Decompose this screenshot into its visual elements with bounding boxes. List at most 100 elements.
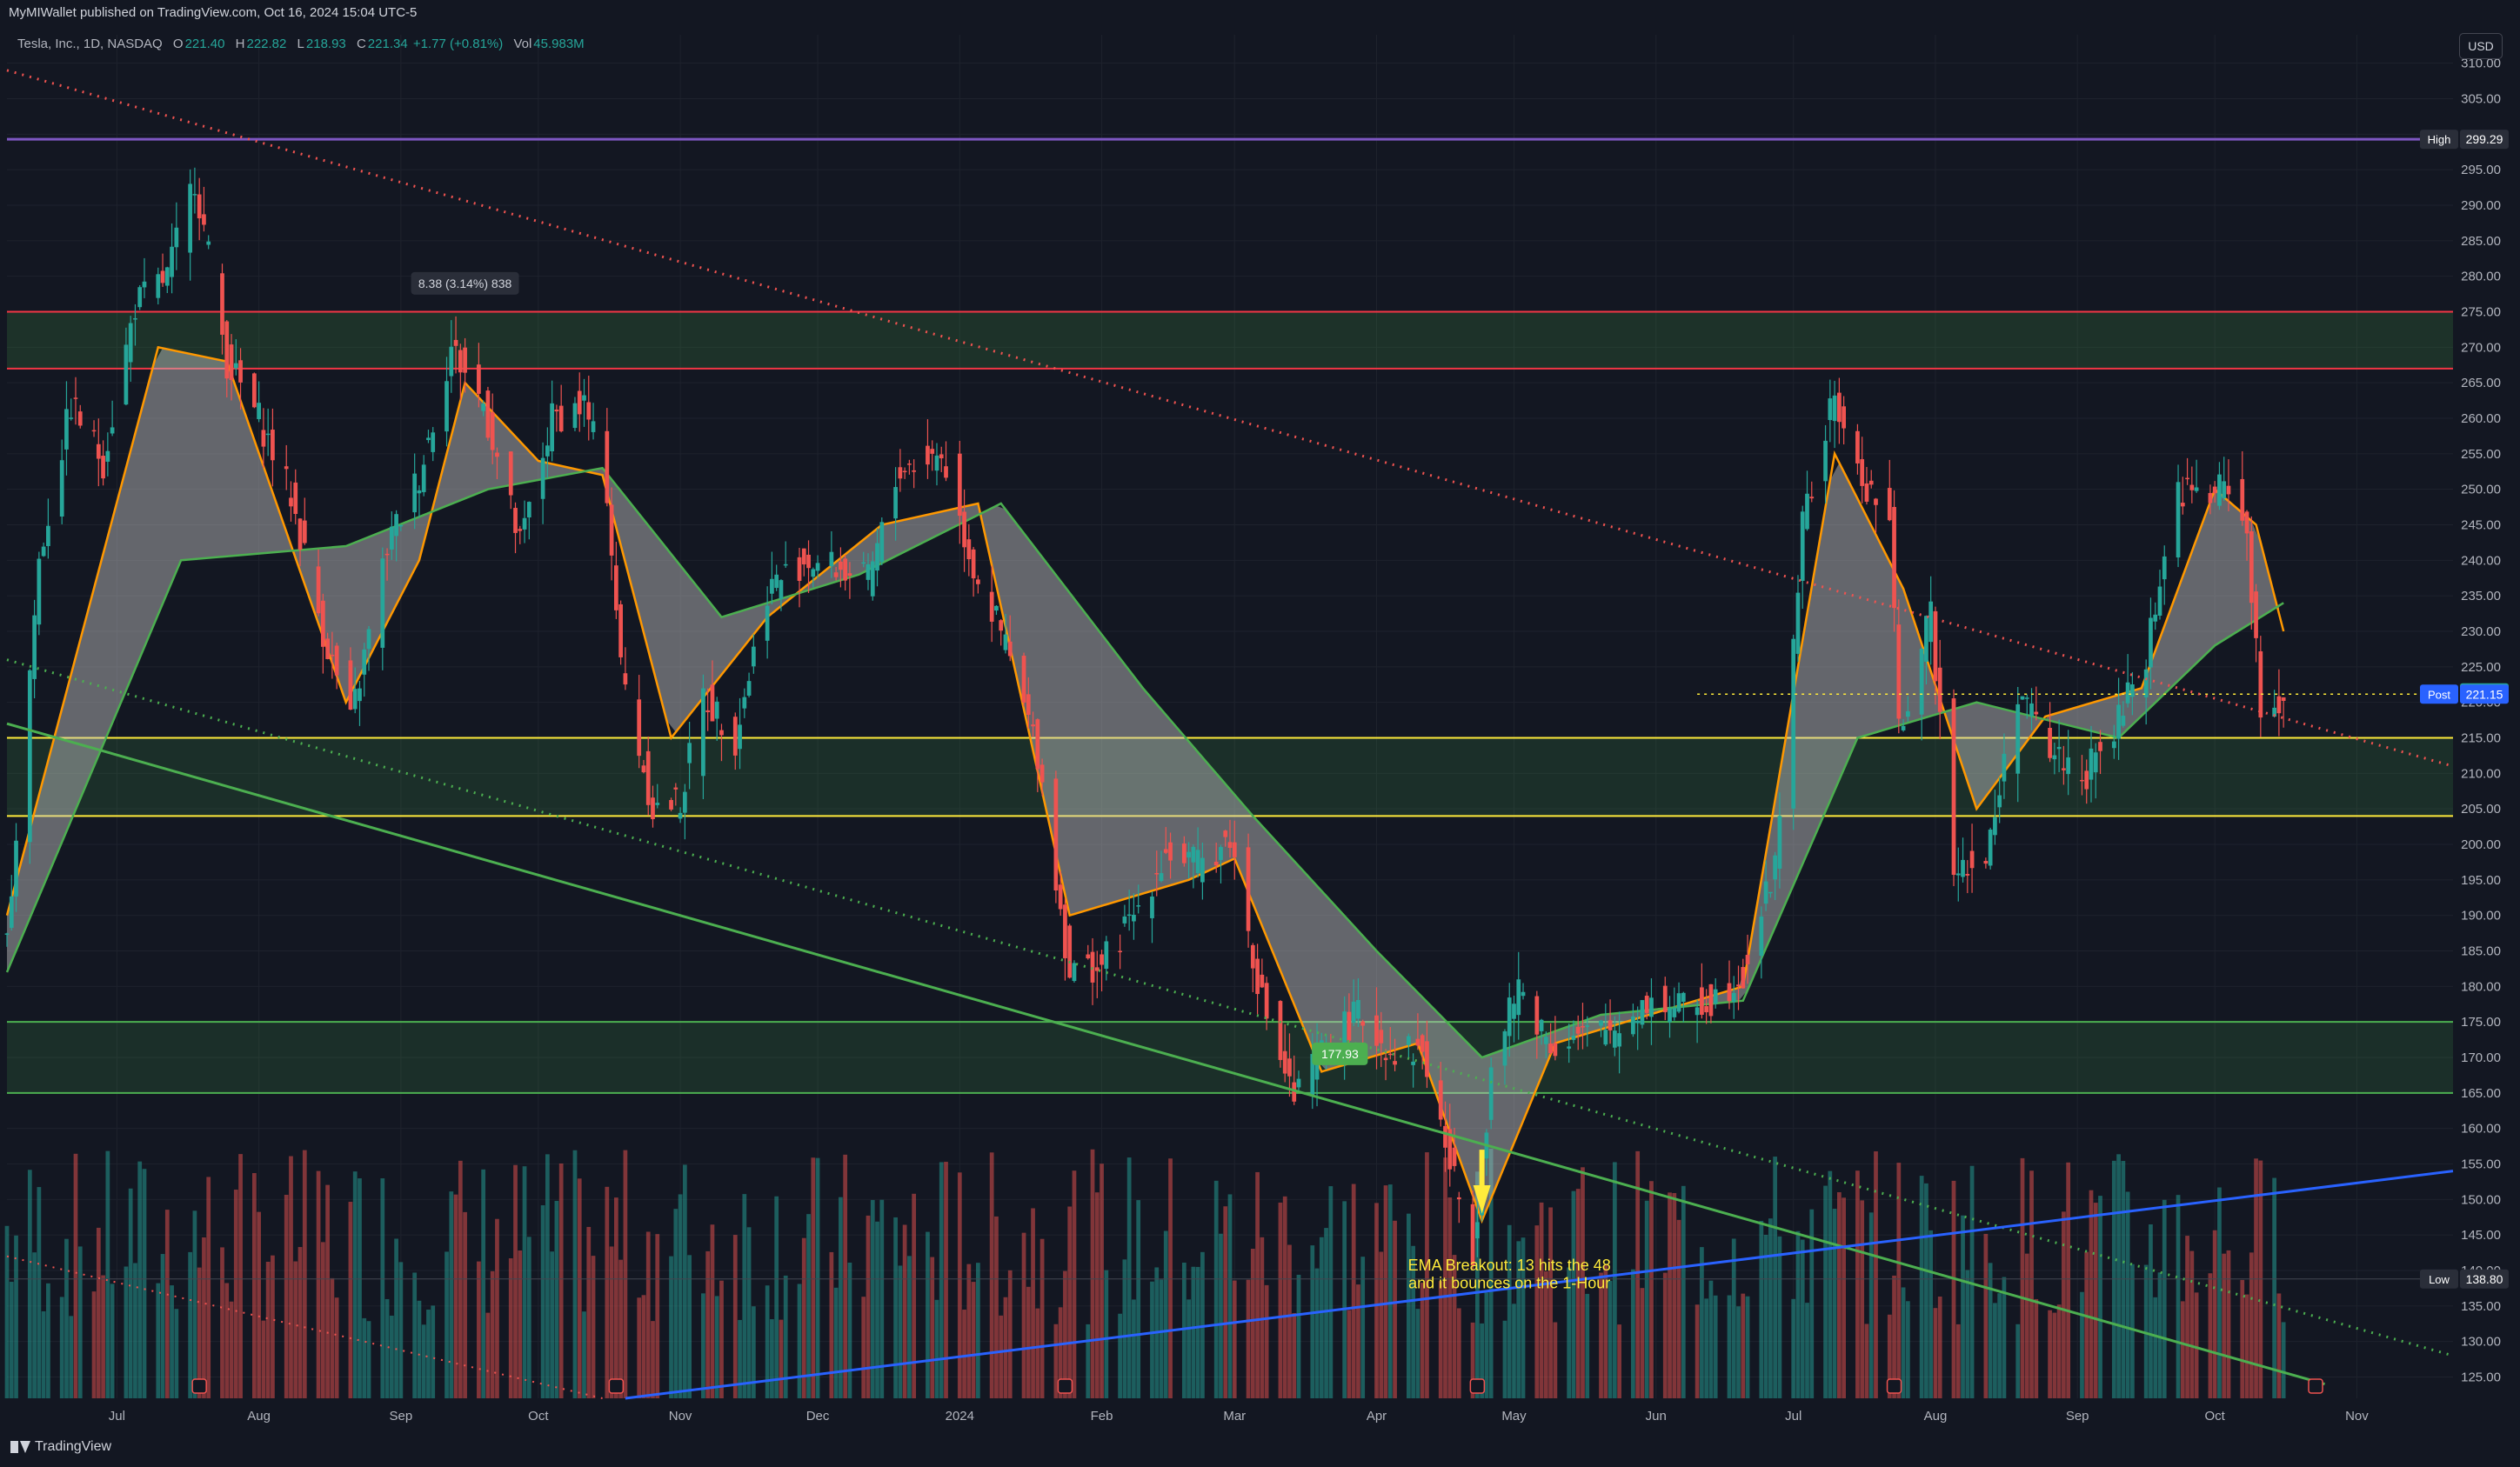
volume-bar xyxy=(1713,1295,1718,1398)
candle-body xyxy=(1213,861,1219,866)
currency-button[interactable]: USD xyxy=(2459,33,2503,59)
candle-body xyxy=(1708,984,1714,1017)
volume-bar xyxy=(224,1283,230,1398)
volume-bar xyxy=(1905,1301,1910,1398)
volume-bar xyxy=(320,1242,325,1398)
candle-body xyxy=(1855,430,1860,463)
price-tick-label: 190.00 xyxy=(2461,909,2501,924)
support-trendline xyxy=(6,722,2325,1386)
candle-body xyxy=(582,395,586,401)
high-label: H xyxy=(235,37,245,51)
volume-bar xyxy=(380,1178,385,1398)
candle-body xyxy=(645,750,651,805)
candle-body xyxy=(1411,1061,1416,1065)
volume-bar xyxy=(2024,1253,2029,1398)
candle-body xyxy=(1126,914,1132,917)
candle-body xyxy=(133,317,137,320)
volume-bar xyxy=(1094,1192,1100,1398)
volume-bar xyxy=(1163,1230,1168,1398)
candle-body xyxy=(1474,1222,1480,1239)
candle-body xyxy=(1745,955,1750,964)
volume-bar xyxy=(976,1263,980,1398)
candle-body xyxy=(1438,1080,1443,1120)
volume-bar xyxy=(746,1227,752,1398)
volume-bar xyxy=(651,1321,655,1398)
volume-bar xyxy=(687,1255,692,1398)
volume-label: Vol xyxy=(513,37,532,51)
volume-bar xyxy=(1126,1157,1132,1398)
candle-body xyxy=(976,579,980,584)
candle-body xyxy=(188,183,193,253)
volume-bar xyxy=(1255,1171,1260,1398)
high-tag-label: High xyxy=(2428,133,2451,146)
volume-bar xyxy=(2143,1264,2149,1398)
volume-bar xyxy=(188,1251,193,1398)
volume-bar xyxy=(233,1190,238,1398)
candle-body xyxy=(1928,601,1934,643)
candle-body xyxy=(1649,997,1654,1017)
candle-body xyxy=(1168,842,1173,861)
candle-body xyxy=(1727,983,1732,1002)
candle-body xyxy=(1773,855,1778,880)
candle-body xyxy=(1094,967,1100,971)
price-tick-label: 215.00 xyxy=(2461,731,2501,746)
candle-body xyxy=(1090,951,1095,983)
candle-body xyxy=(77,411,83,426)
volume-bar xyxy=(220,1247,224,1398)
candle-body xyxy=(966,539,972,560)
volume-bar xyxy=(1700,1247,1704,1398)
volume-bar xyxy=(1282,1196,1287,1398)
volume-bar xyxy=(1892,1275,1896,1398)
volume-bar xyxy=(458,1160,463,1398)
volume-bar xyxy=(2281,1322,2286,1398)
candle-body xyxy=(1296,1078,1301,1088)
volume-bar xyxy=(1118,1313,1122,1398)
candle-body xyxy=(1507,997,1512,1037)
volume-bar xyxy=(238,1154,243,1398)
volume-bar xyxy=(1425,1152,1429,1398)
candle-body xyxy=(774,574,779,589)
time-tick-label: Jul xyxy=(1785,1409,1801,1424)
candle-body xyxy=(490,412,495,450)
candle-body xyxy=(348,660,353,710)
volume-bar xyxy=(366,1321,371,1398)
volume-bar xyxy=(431,1305,436,1398)
candle-body xyxy=(930,449,935,454)
volume-bar xyxy=(2226,1250,2231,1398)
volume-bar xyxy=(1795,1230,1801,1398)
brand-label: TradingView xyxy=(35,1439,112,1454)
change-value: +1.77 (+0.81%) xyxy=(412,37,504,51)
volume-bar xyxy=(1319,1237,1324,1398)
candle-body xyxy=(421,464,426,492)
volume-bar xyxy=(586,1226,592,1398)
volume-bar xyxy=(1100,1164,1104,1398)
volume-bar xyxy=(2185,1236,2189,1398)
ema-fast-line xyxy=(5,345,2285,1224)
candle-body xyxy=(220,273,224,335)
candle-body xyxy=(1887,488,1892,521)
candle-body xyxy=(2052,755,2057,760)
volume-bar xyxy=(330,1277,335,1398)
volume-bar xyxy=(1581,1167,1585,1398)
volume-bar xyxy=(1832,1209,1837,1398)
candle-body xyxy=(224,321,230,379)
tradingview-logo[interactable]: TradingView xyxy=(10,1439,111,1455)
candle-body xyxy=(1035,719,1040,770)
volume-bar xyxy=(1676,1219,1681,1398)
volume-bar xyxy=(815,1157,820,1398)
volume-bar xyxy=(1585,1293,1590,1398)
candle-body xyxy=(1612,1030,1617,1048)
price-tick-label: 275.00 xyxy=(2461,305,2501,320)
volume-bar xyxy=(1159,1279,1164,1398)
candle-body xyxy=(164,267,170,286)
volume-value: 45.983M xyxy=(533,37,585,51)
volume-bar xyxy=(2153,1297,2158,1398)
candle-body xyxy=(1191,846,1196,863)
candle-body xyxy=(1800,511,1805,581)
candle-body xyxy=(801,548,806,565)
time-tick-label: Aug xyxy=(247,1409,271,1424)
volume-bar xyxy=(426,1309,431,1398)
volume-bar xyxy=(1213,1180,1219,1398)
volume-bar xyxy=(939,1162,944,1398)
